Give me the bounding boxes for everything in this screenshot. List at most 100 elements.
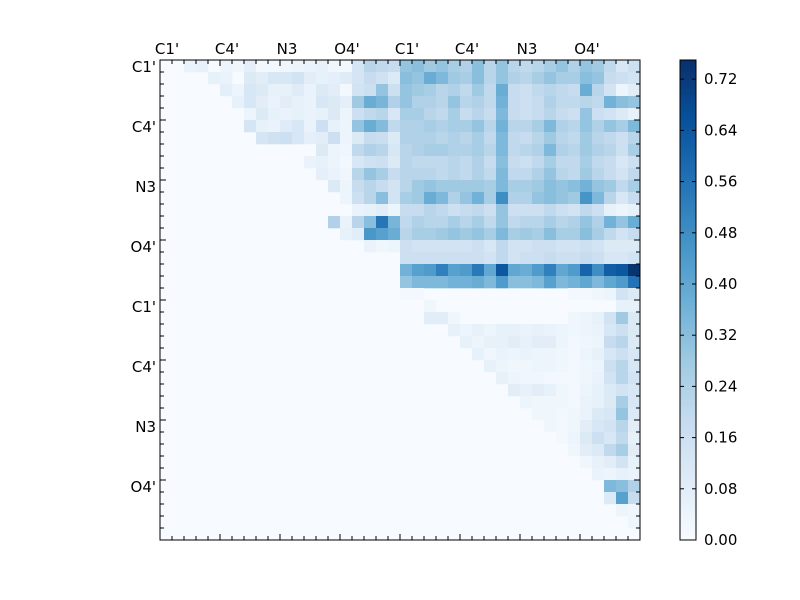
heatmap-cell — [496, 144, 509, 157]
y-tick-label: C1' — [132, 298, 156, 316]
heatmap-cell — [604, 384, 617, 397]
heatmap-cell — [580, 252, 593, 265]
heatmap-cell — [436, 312, 449, 325]
heatmap-cell — [616, 276, 629, 289]
heatmap-cell — [376, 204, 389, 217]
heatmap-cell — [364, 216, 377, 229]
heatmap-cell — [556, 324, 569, 337]
heatmap-cell — [448, 168, 461, 181]
heatmap-cell — [592, 180, 605, 193]
heatmap-cell — [628, 180, 641, 193]
heatmap-cell — [388, 60, 401, 73]
x-tick-label: C1' — [155, 40, 179, 58]
heatmap-cell — [592, 156, 605, 169]
heatmap-cell — [628, 144, 641, 157]
heatmap-cell — [484, 156, 497, 169]
heatmap-cell — [580, 96, 593, 109]
heatmap-cell — [508, 192, 521, 205]
heatmap-cell — [496, 168, 509, 181]
heatmap-cell — [544, 384, 557, 397]
heatmap-cell — [544, 336, 557, 349]
heatmap-cell — [424, 192, 437, 205]
heatmap-cell — [340, 216, 353, 229]
heatmap-cell — [364, 60, 377, 73]
heatmap-cell — [460, 252, 473, 265]
heatmap-cell — [496, 108, 509, 121]
heatmap-cell — [460, 180, 473, 193]
heatmap-cell — [628, 288, 641, 301]
heatmap-cell — [604, 432, 617, 445]
heatmap-cell — [568, 84, 581, 97]
heatmap-cell — [400, 180, 413, 193]
heatmap-cell — [616, 300, 629, 313]
heatmap-cell — [460, 264, 473, 277]
heatmap-cell — [580, 444, 593, 457]
heatmap-cell — [580, 60, 593, 73]
heatmap-cell — [604, 480, 617, 493]
heatmap-cell — [400, 84, 413, 97]
heatmap-cell — [484, 252, 497, 265]
heatmap-cell — [256, 96, 269, 109]
heatmap-cell — [472, 336, 485, 349]
heatmap-cell — [400, 252, 413, 265]
heatmap-cell — [256, 84, 269, 97]
heatmap-cell — [316, 168, 329, 181]
heatmap-cell — [616, 108, 629, 121]
heatmap-cell — [544, 216, 557, 229]
heatmap-cell — [544, 168, 557, 181]
heatmap-cell — [424, 96, 437, 109]
heatmap-cell — [544, 372, 557, 385]
heatmap-cell — [592, 432, 605, 445]
heatmap-cell — [508, 96, 521, 109]
heatmap-cell — [592, 132, 605, 145]
heatmap-cell — [256, 60, 269, 73]
heatmap-cell — [400, 168, 413, 181]
heatmap-cell — [508, 276, 521, 289]
heatmap-cell — [568, 264, 581, 277]
heatmap-cell — [328, 180, 341, 193]
heatmap-cell — [520, 360, 533, 373]
heatmap-cell — [484, 96, 497, 109]
heatmap-cell — [580, 396, 593, 409]
heatmap-cell — [472, 144, 485, 157]
heatmap-cell — [412, 120, 425, 133]
heatmap-cell — [544, 252, 557, 265]
heatmap-cell — [328, 108, 341, 121]
heatmap-cell — [520, 108, 533, 121]
heatmap-cell — [328, 132, 341, 145]
heatmap-cell — [472, 204, 485, 217]
heatmap-cell — [604, 216, 617, 229]
heatmap-cell — [532, 324, 545, 337]
heatmap-cell — [568, 132, 581, 145]
heatmap-cell — [472, 324, 485, 337]
heatmap-cell — [520, 168, 533, 181]
heatmap-cell — [532, 168, 545, 181]
heatmap-cell — [604, 312, 617, 325]
heatmap-cell — [496, 372, 509, 385]
heatmap-cell — [304, 84, 317, 97]
heatmap-cell — [328, 168, 341, 181]
heatmap-cell — [592, 192, 605, 205]
heatmap-cell — [616, 252, 629, 265]
heatmap-cell — [436, 144, 449, 157]
heatmap-cell — [496, 156, 509, 169]
heatmap-cell — [544, 96, 557, 109]
heatmap-cell — [580, 432, 593, 445]
heatmap-cell — [604, 72, 617, 85]
heatmap-cell — [244, 60, 257, 73]
heatmap-cell — [316, 144, 329, 157]
heatmap-cell — [472, 72, 485, 85]
colorbar-tick-label: 0.16 — [704, 429, 737, 447]
heatmap-cell — [580, 216, 593, 229]
heatmap-cell — [592, 264, 605, 277]
colorbar-tick-label: 0.00 — [704, 531, 737, 549]
heatmap-cell — [532, 132, 545, 145]
heatmap-cell — [460, 204, 473, 217]
heatmap-cell — [592, 348, 605, 361]
heatmap-cell — [556, 360, 569, 373]
heatmap-cell — [520, 228, 533, 241]
heatmap-cell — [580, 132, 593, 145]
heatmap-cell — [292, 96, 305, 109]
heatmap-cell — [592, 360, 605, 373]
heatmap-cell — [544, 204, 557, 217]
